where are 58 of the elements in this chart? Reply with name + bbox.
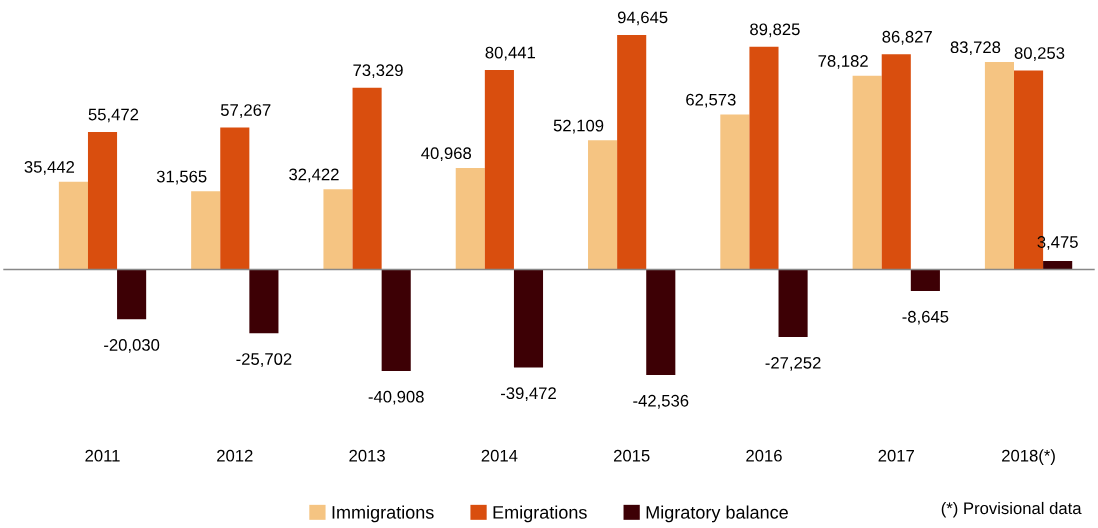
data-label: 55,472	[88, 108, 139, 123]
bar	[588, 140, 618, 270]
x-tick-label: 2012	[217, 449, 253, 462]
bar	[58, 181, 88, 270]
data-label: 73,329	[353, 64, 403, 79]
data-label: 94,645	[617, 11, 668, 26]
legend-label: Migratory balance	[646, 505, 788, 523]
text: (*) Provisional data	[941, 501, 1082, 518]
bar	[513, 269, 544, 368]
x-tick-label: 2016	[746, 449, 782, 462]
data-label: 80,441	[485, 46, 535, 61]
bar	[87, 132, 118, 270]
data-label: 31,565	[156, 170, 207, 185]
bar	[191, 191, 221, 270]
data-label: 89,825	[750, 23, 800, 38]
bar	[910, 269, 940, 291]
bar	[484, 70, 514, 270]
bar	[323, 189, 353, 270]
data-label: 35,442	[24, 161, 75, 175]
bar	[352, 87, 382, 270]
bar	[1043, 260, 1073, 270]
data-label: 62,573	[686, 93, 736, 108]
x-tick-label: 2011	[85, 449, 120, 462]
bar	[749, 46, 779, 270]
bar	[220, 127, 250, 270]
data-label: -8,645	[902, 310, 949, 325]
data-label: -40,908	[368, 390, 424, 405]
bar	[720, 114, 750, 270]
bar	[646, 269, 676, 375]
x-tick-label: 2013	[349, 449, 385, 462]
data-label: -27,252	[765, 356, 821, 371]
x-tick-label: 2018(*)	[1002, 449, 1055, 465]
data-label: 52,109	[553, 119, 604, 134]
data-label: -39,472	[500, 387, 556, 402]
bar	[381, 269, 411, 371]
bar	[852, 75, 882, 270]
x-tick-label: 2017	[878, 449, 914, 462]
bar	[881, 54, 911, 270]
bar	[117, 269, 147, 320]
x-tick-label: 2015	[613, 449, 650, 462]
data-label: 32,422	[289, 168, 339, 183]
x-tick-label: 2014	[481, 449, 518, 462]
bar	[249, 269, 279, 334]
data-label: 57,267	[220, 104, 271, 118]
bar	[778, 269, 808, 338]
legend-label: Immigrations	[332, 505, 434, 523]
data-label: 40,968	[421, 147, 472, 162]
data-label: 80,253	[1014, 47, 1065, 61]
data-label: 86,827	[882, 30, 932, 45]
bar	[455, 167, 485, 270]
data-label: 78,182	[818, 55, 868, 69]
bar	[984, 61, 1015, 270]
data-label: 83,728	[950, 41, 1001, 56]
data-label: -25,702	[236, 353, 292, 367]
data-label: -20,030	[104, 339, 160, 353]
legend-label: Emigrations	[493, 505, 587, 523]
data-label: -42,536	[633, 394, 689, 409]
bar	[617, 34, 647, 270]
